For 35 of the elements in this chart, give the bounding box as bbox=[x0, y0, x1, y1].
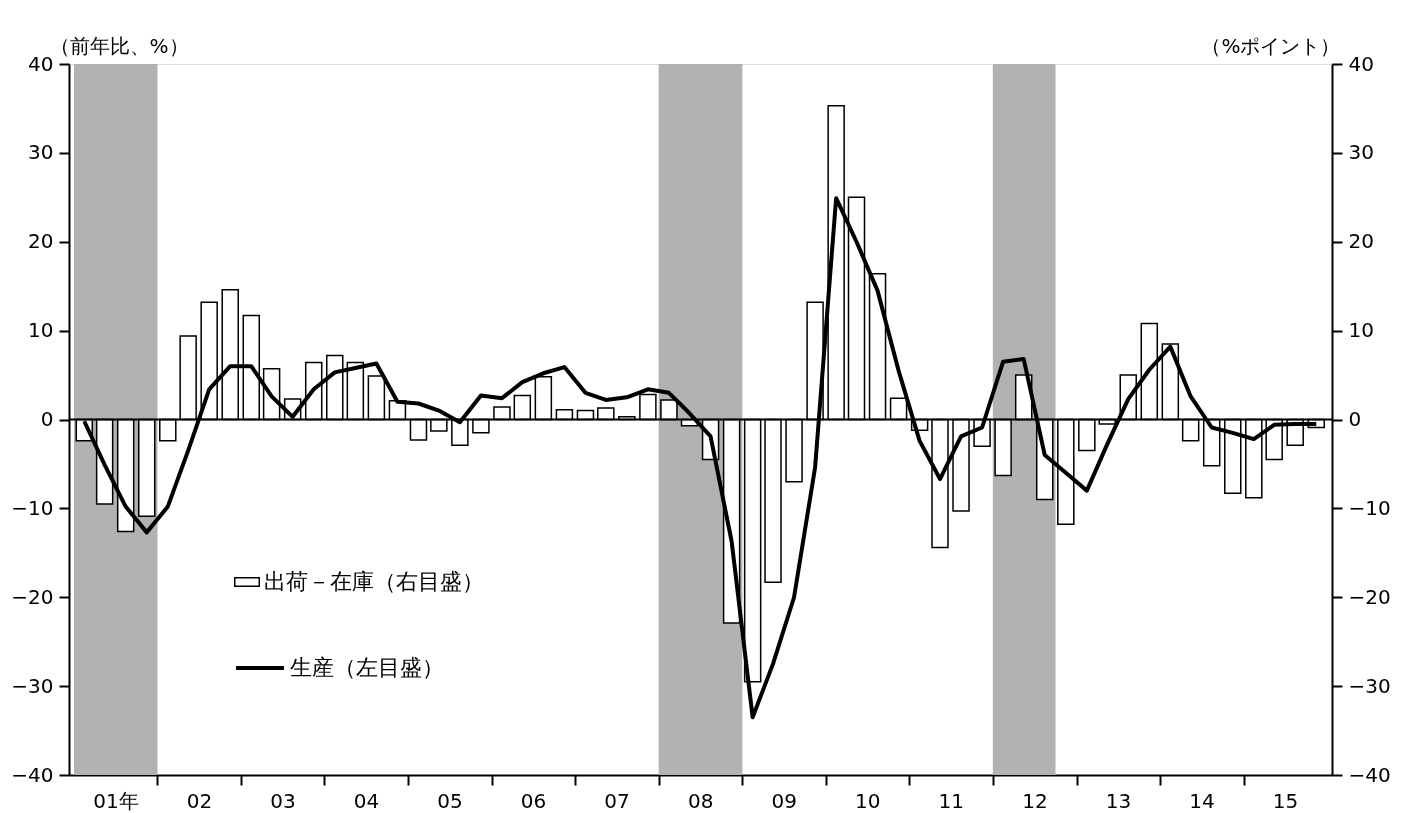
y-tick-label: −10 bbox=[11, 495, 54, 520]
y-tick-label: 0 bbox=[40, 407, 54, 431]
y2-tick-label: −20 bbox=[1348, 584, 1391, 609]
y2-tick-label: 40 bbox=[1348, 51, 1374, 76]
y2-tick-label: 30 bbox=[1348, 140, 1374, 165]
y2-tick-label: −40 bbox=[1348, 762, 1391, 787]
x-tick-label: 02 bbox=[186, 788, 213, 813]
x-tick-label: 07 bbox=[604, 788, 630, 813]
y2-tick-label: 20 bbox=[1348, 229, 1374, 254]
x-tick-label: 11 bbox=[938, 788, 964, 813]
x-tick-label: 08 bbox=[688, 788, 714, 813]
y-tick-label: 20 bbox=[28, 229, 54, 254]
y2-axis-title: （%ポイント） bbox=[1201, 33, 1341, 58]
x-tick-label: 04 bbox=[353, 788, 380, 813]
y2-tick-label: 0 bbox=[1348, 407, 1362, 431]
x-tick-label: 03 bbox=[270, 788, 296, 813]
y2-tick-label: −30 bbox=[1348, 673, 1391, 698]
x-tick-label: 10 bbox=[855, 788, 881, 813]
x-tick-label: 12 bbox=[1022, 788, 1048, 813]
legend-label: 出荷－在庫（右目盛） bbox=[264, 569, 484, 594]
y-tick-label: 30 bbox=[28, 140, 54, 165]
x-tick-label: 06 bbox=[520, 788, 547, 813]
legend-label: 生産（左目盛） bbox=[290, 655, 444, 680]
y2-tick-label: −10 bbox=[1348, 495, 1391, 520]
x-tick-label: 05 bbox=[437, 788, 463, 813]
y2-tick-label: 10 bbox=[1348, 318, 1374, 343]
x-tick-label: 01年 bbox=[93, 788, 139, 813]
x-tick-label: 13 bbox=[1105, 788, 1132, 813]
x-tick-label: 14 bbox=[1189, 788, 1215, 813]
y-tick-label: 10 bbox=[28, 318, 54, 343]
y-tick-label: −30 bbox=[11, 673, 54, 698]
x-tick-label: 15 bbox=[1272, 788, 1299, 813]
y-tick-label: −40 bbox=[11, 762, 54, 787]
x-tick-label: 09 bbox=[771, 788, 797, 813]
y-tick-label: −20 bbox=[11, 584, 54, 609]
